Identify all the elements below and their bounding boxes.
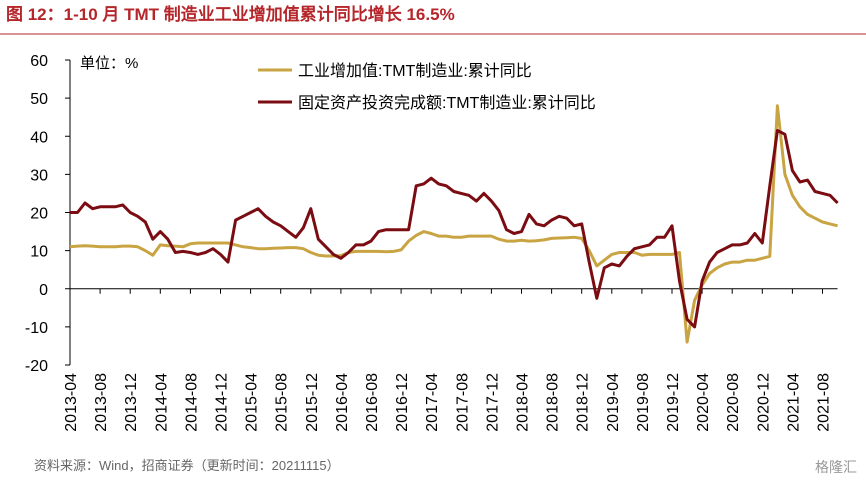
legend-label: 工业增加值:TMT制造业:累计同比 bbox=[298, 62, 532, 80]
legend-label: 固定资产投资完成额:TMT制造业:累计同比 bbox=[298, 94, 596, 112]
y-tick-label: -10 bbox=[25, 320, 48, 337]
x-tick-label: 2018-12 bbox=[575, 373, 592, 432]
x-tick-label: 2021-04 bbox=[785, 373, 802, 432]
x-tick-label: 2016-04 bbox=[334, 373, 351, 432]
x-tick-label: 2013-08 bbox=[93, 373, 110, 432]
x-tick-label: 2013-04 bbox=[63, 373, 80, 432]
x-tick-label: 2017-08 bbox=[454, 373, 471, 432]
y-tick-label: 50 bbox=[30, 91, 48, 108]
x-tick-label: 2018-08 bbox=[545, 373, 562, 432]
x-tick-label: 2014-12 bbox=[214, 373, 231, 432]
y-tick-label: 40 bbox=[30, 129, 48, 146]
x-tick-label: 2018-04 bbox=[515, 373, 532, 432]
y-tick-label: -20 bbox=[25, 358, 48, 375]
y-tick-label: 0 bbox=[39, 282, 48, 299]
x-tick-label: 2019-08 bbox=[635, 373, 652, 432]
x-tick-label: 2020-08 bbox=[725, 373, 742, 432]
x-tick-label: 2016-12 bbox=[394, 373, 411, 432]
x-tick-label: 2015-12 bbox=[304, 373, 321, 432]
series-line bbox=[70, 129, 839, 329]
y-tick-label: 30 bbox=[30, 167, 48, 184]
x-tick-label: 2017-04 bbox=[424, 373, 441, 432]
x-tick-label: 2014-08 bbox=[183, 373, 200, 432]
x-tick-label: 2019-04 bbox=[605, 373, 622, 432]
watermark: 格隆汇 bbox=[815, 459, 857, 475]
x-tick-label: 2015-04 bbox=[244, 373, 261, 432]
y-tick-label: 20 bbox=[30, 206, 48, 223]
chart-title: 图 12：1-10 月 TMT 制造业工业增加值累计同比增长 16.5% bbox=[6, 4, 455, 24]
x-tick-label: 2013-12 bbox=[123, 373, 140, 432]
y-tick-label: 10 bbox=[30, 244, 48, 261]
series-line bbox=[69, 104, 838, 344]
x-tick-label: 2015-08 bbox=[274, 373, 291, 432]
unit-label: 单位：% bbox=[80, 55, 138, 72]
x-tick-label: 2020-12 bbox=[755, 373, 772, 432]
x-tick-label: 2021-08 bbox=[816, 373, 833, 432]
x-tick-label: 2020-04 bbox=[695, 373, 712, 432]
x-tick-label: 2017-12 bbox=[484, 373, 501, 432]
x-tick-label: 2019-12 bbox=[665, 373, 682, 432]
source: 资料来源：Wind，招商证券（更新时间：20211115） bbox=[34, 458, 340, 473]
x-tick-label: 2014-04 bbox=[153, 373, 170, 432]
y-tick-label: 60 bbox=[30, 53, 48, 70]
x-tick-label: 2016-08 bbox=[364, 373, 381, 432]
